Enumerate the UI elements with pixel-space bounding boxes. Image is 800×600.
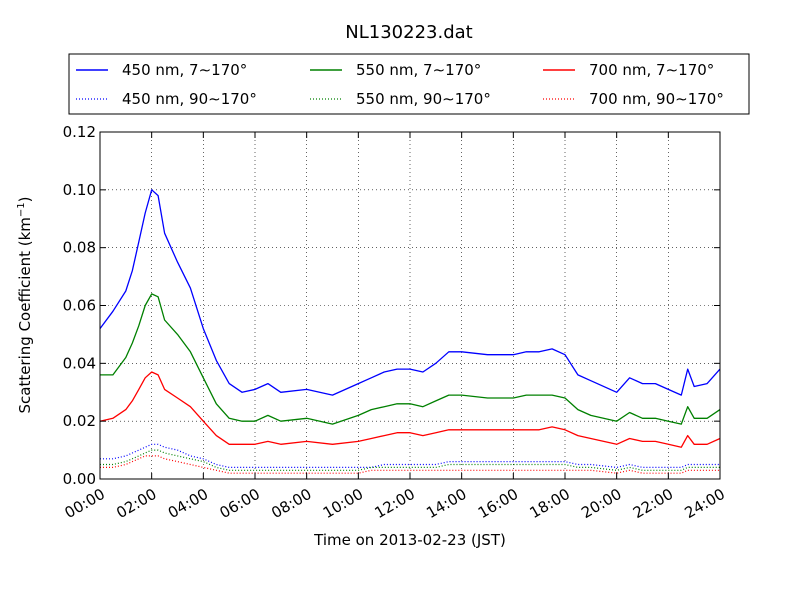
legend-label-3: 700 nm, 7∼170° bbox=[589, 61, 714, 79]
y-axis-label: Scattering Coefficient (km−1) bbox=[16, 196, 34, 413]
x-tick-label: 02:00 bbox=[113, 485, 159, 522]
x-tick-label: 12:00 bbox=[372, 485, 418, 522]
series-line-2 bbox=[100, 293, 721, 425]
x-tick-label: 14:00 bbox=[423, 485, 469, 522]
series-line-1 bbox=[99, 189, 721, 396]
legend-label-6: 700 nm, 90∼170° bbox=[589, 90, 724, 108]
legend-label-2: 550 nm, 7∼170° bbox=[356, 61, 481, 79]
x-tick-label: 24:00 bbox=[682, 485, 728, 522]
x-tick-label: 04:00 bbox=[165, 485, 211, 522]
y-tick-labels: 0.00 0.02 0.04 0.06 0.08 0.10 0.12 bbox=[63, 123, 96, 488]
legend-label-1: 450 nm, 7∼170° bbox=[122, 61, 247, 79]
legend-label-5: 550 nm, 90∼170° bbox=[356, 90, 491, 108]
y-tick-label: 0.06 bbox=[63, 297, 96, 315]
ticks bbox=[99, 131, 721, 480]
y-axis-label-superscript: −1 bbox=[16, 202, 27, 217]
x-tick-label: 16:00 bbox=[475, 485, 521, 522]
legend-box bbox=[68, 53, 750, 115]
legend: 450 nm, 7∼170° 550 nm, 7∼170° 700 nm, 7∼17… bbox=[68, 53, 750, 115]
y-axis-label-text: Scattering Coefficient (km bbox=[16, 217, 34, 413]
x-tick-labels: 00:00 02:00 04:00 06:00 08:00 10:00 12:00 14:00… bbox=[62, 485, 728, 522]
x-tick-label: 10:00 bbox=[320, 485, 366, 522]
y-tick-label: 0.12 bbox=[63, 123, 96, 141]
y-tick-label: 0.08 bbox=[63, 239, 96, 257]
legend-label-4: 450 nm, 90∼170° bbox=[122, 90, 257, 108]
plot-area bbox=[99, 131, 721, 480]
series-layer bbox=[99, 189, 721, 474]
y-tick-label: 0.10 bbox=[63, 181, 96, 199]
y-axis-label-end: ) bbox=[16, 196, 34, 202]
series-line-5 bbox=[100, 449, 720, 471]
x-tick-label: 08:00 bbox=[268, 485, 314, 522]
y-tick-label: 0.00 bbox=[63, 470, 96, 488]
x-axis-label: Time on 2013-02-23 (JST) bbox=[313, 531, 506, 549]
y-tick-label: 0.04 bbox=[63, 354, 96, 372]
x-tick-label: 06:00 bbox=[217, 485, 263, 522]
x-tick-label: 22:00 bbox=[630, 485, 676, 522]
y-tick-label: 0.02 bbox=[63, 412, 96, 430]
x-tick-label: 20:00 bbox=[578, 485, 624, 522]
x-tick-label: 18:00 bbox=[527, 485, 573, 522]
chart-title: NL130223.dat bbox=[345, 22, 472, 43]
series-line-3 bbox=[99, 371, 721, 448]
x-tick-label: 00:00 bbox=[62, 485, 108, 522]
